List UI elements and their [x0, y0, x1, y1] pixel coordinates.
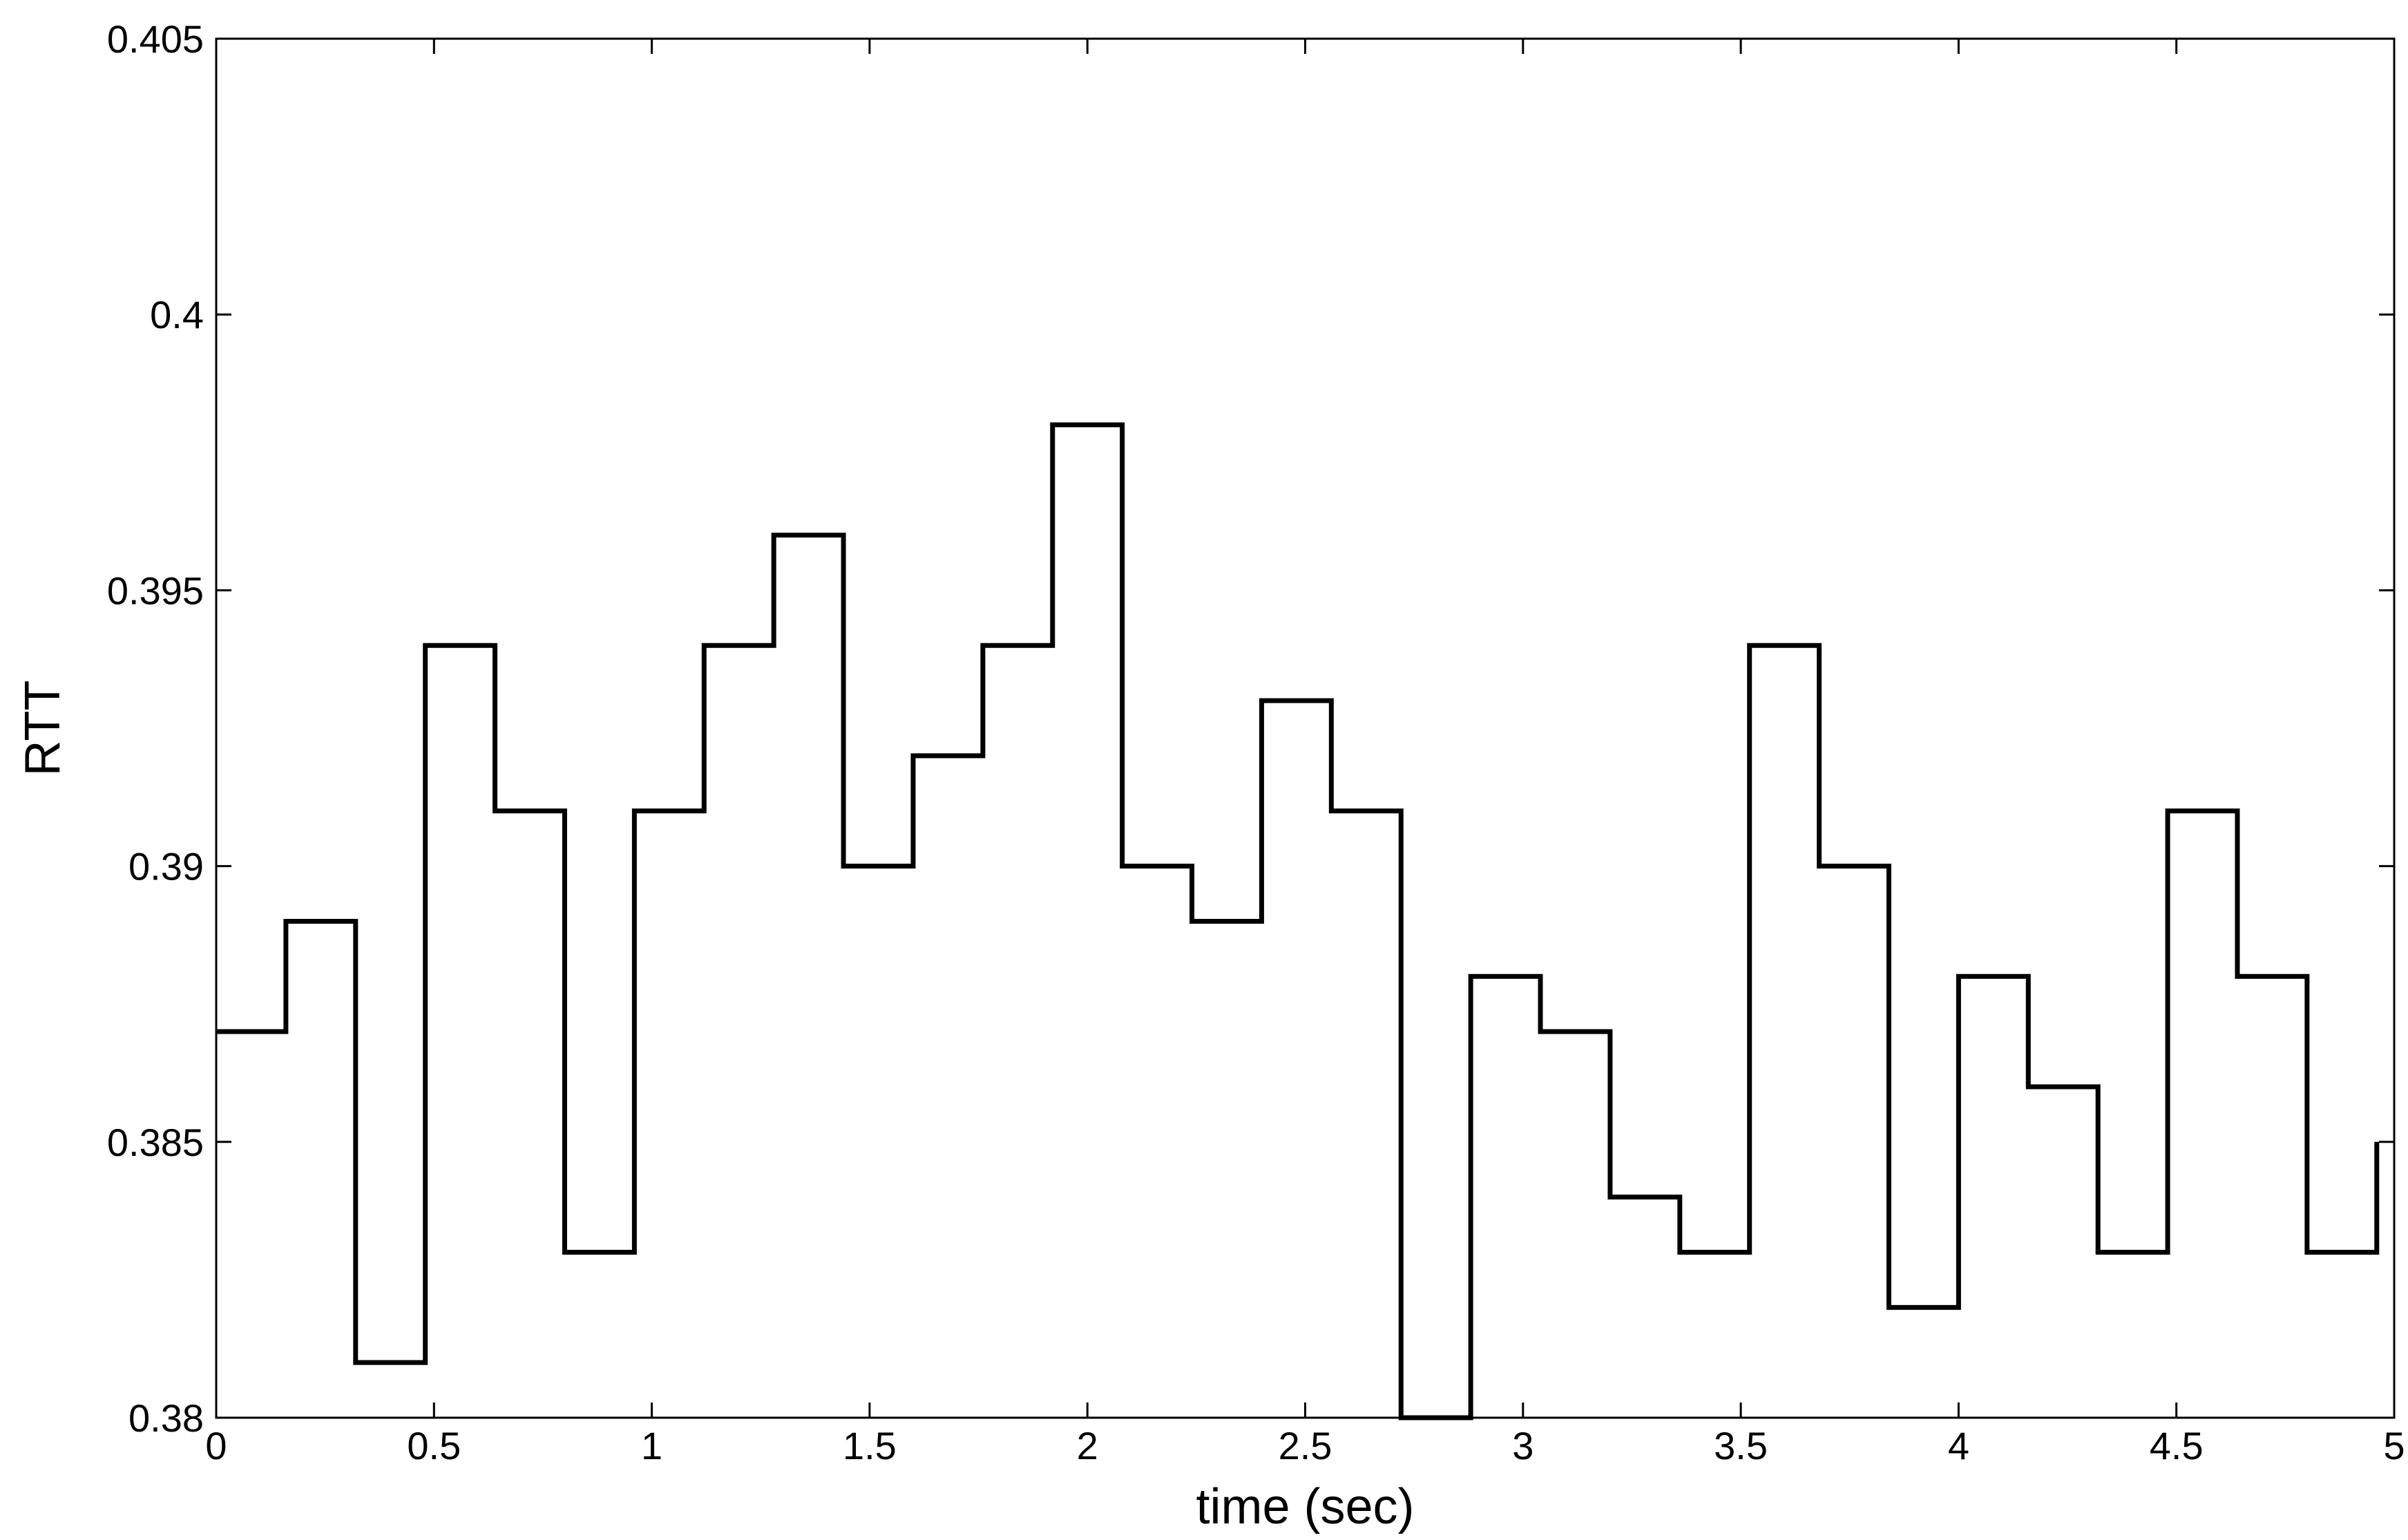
x-axis-title: time (sec): [1196, 1479, 1414, 1534]
x-tick-label: 5: [2383, 1424, 2405, 1467]
x-tick-label: 3.5: [1714, 1424, 1768, 1467]
x-tick-label: 1: [641, 1424, 662, 1467]
plot-area-frame: [215, 37, 2396, 1419]
x-tick-label: 2: [1077, 1424, 1098, 1467]
y-axis-title: RTT: [15, 681, 70, 777]
x-tick-label: 3: [1512, 1424, 1533, 1467]
x-tick-label: 0.5: [407, 1424, 461, 1467]
y-tick-label: 0.4: [150, 293, 204, 336]
series-layer: [216, 422, 2380, 1420]
y-tick-label: 0.405: [107, 17, 204, 61]
x-tick-label: 2.5: [1279, 1424, 1332, 1467]
y-axis-ticks: 0.38 0.385 0.39 0.395 0.4 0.405: [107, 17, 2394, 1440]
x-tick-label: 0: [205, 1424, 227, 1467]
y-tick-label: 0.39: [128, 845, 204, 888]
rtt-series-line: [216, 422, 2380, 1420]
x-tick-label: 4: [1948, 1424, 1969, 1467]
y-tick-label: 0.385: [107, 1121, 204, 1164]
x-axis-ticks: 0 0.5 1 1.5 2 2.5 3 3.5 4 4.5 5: [205, 39, 2405, 1467]
x-tick-label: 1.5: [843, 1424, 897, 1467]
y-tick-label: 0.395: [107, 569, 204, 612]
x-tick-label: 4.5: [2150, 1424, 2204, 1467]
y-tick-label: 0.38: [128, 1396, 204, 1440]
